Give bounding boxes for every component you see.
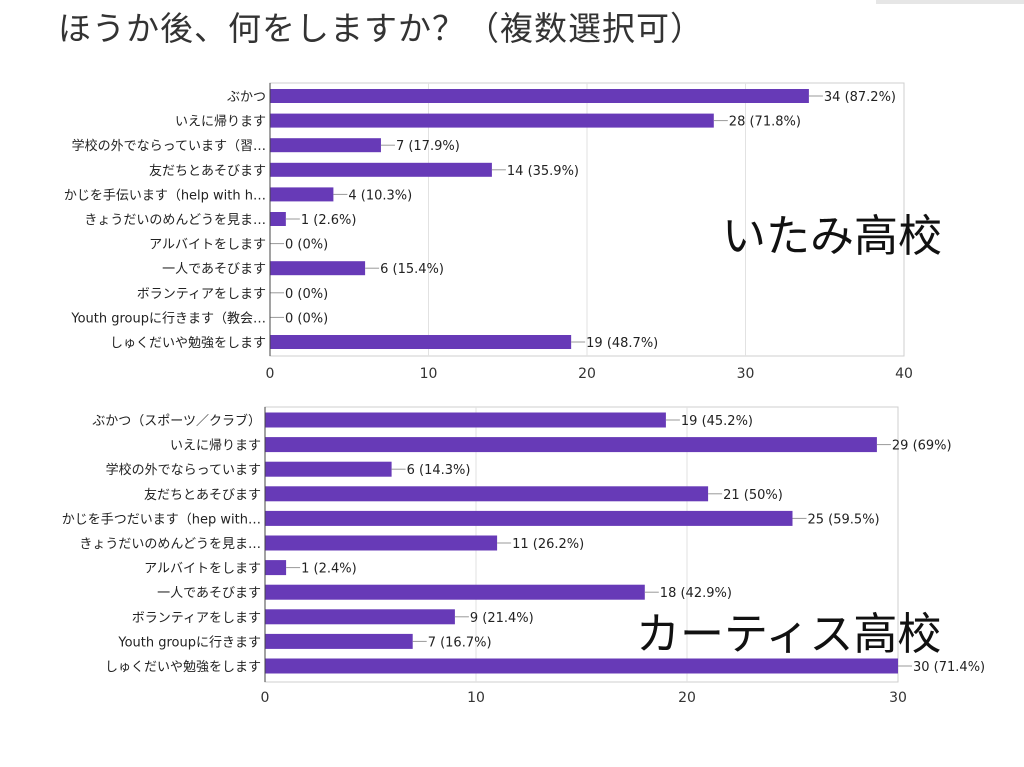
data-label: 30 (71.4%) xyxy=(913,660,985,675)
category-label: ボランティアをします xyxy=(132,611,261,626)
bar xyxy=(265,486,709,502)
x-tick-label: 40 xyxy=(895,366,913,382)
bar xyxy=(265,412,666,428)
school-label-itami: いたみ高校 xyxy=(722,211,942,262)
bar xyxy=(265,535,498,551)
bar xyxy=(265,560,287,576)
bar xyxy=(270,212,286,226)
data-label: 0 (0%) xyxy=(285,238,328,253)
category-label: 学校の外でならっています（習… xyxy=(72,138,266,154)
data-label: 7 (17.9%) xyxy=(396,139,460,154)
data-label: 1 (2.4%) xyxy=(301,562,357,577)
data-label: 29 (69%) xyxy=(892,439,952,454)
category-label: かじを手伝います（help with h… xyxy=(64,188,266,203)
bar xyxy=(270,113,714,128)
data-label: 21 (50%) xyxy=(723,488,783,503)
data-label: 34 (87.2%) xyxy=(824,90,896,105)
data-label: 4 (10.3%) xyxy=(348,188,412,203)
chart-itami: 0 10 20 30 40 ぶかつ 34 (87.2%) いえに帰ります 28 (71.8%) 学… xyxy=(64,82,913,382)
chart-curtis: 0 10 20 30 ぶかつ（スポーツ／クラブ） 19 (45.2%) いえに帰ります 29 … xyxy=(62,406,985,706)
bar xyxy=(265,633,413,649)
bar xyxy=(270,138,381,153)
category-label: しゅくだいや勉強をします xyxy=(110,336,266,351)
category-label: Youth groupに行きます xyxy=(117,635,261,650)
x-tick-label: 10 xyxy=(467,690,485,706)
bar xyxy=(270,89,809,103)
category-label: 友だちとあそびます xyxy=(144,487,261,503)
data-label: 18 (42.9%) xyxy=(660,586,732,601)
category-label: きょうだいのめんどうを見ま… xyxy=(84,213,266,228)
category-label: 学校の外でならっています xyxy=(106,462,261,478)
data-label: 9 (21.4%) xyxy=(470,611,534,626)
category-label: Youth groupに行きます（教会… xyxy=(70,310,266,326)
x-tick-label: 0 xyxy=(266,366,275,382)
page-title: ほうか後、何をしますか？（複数選択可） xyxy=(58,9,704,48)
data-label: 14 (35.9%) xyxy=(507,164,579,179)
data-label: 6 (14.3%) xyxy=(407,463,471,478)
data-label: 1 (2.6%) xyxy=(301,213,357,228)
category-label: ボランティアをします xyxy=(137,287,266,302)
bar xyxy=(270,261,366,276)
data-label: 0 (0%) xyxy=(285,311,328,326)
bar xyxy=(265,658,898,674)
bar xyxy=(265,461,392,477)
x-tick-label: 20 xyxy=(578,366,596,382)
bar xyxy=(270,187,334,202)
x-tick-label: 30 xyxy=(737,366,755,382)
category-label: かじを手つだいます（hep with… xyxy=(62,512,261,527)
bar xyxy=(265,437,877,453)
category-label: アルバイトをします xyxy=(144,562,261,577)
x-tick-label: 10 xyxy=(420,366,438,382)
x-tick-label: 0 xyxy=(261,690,270,706)
category-label: 一人であそびます xyxy=(162,262,266,277)
category-label: ぶかつ xyxy=(227,90,266,105)
bar xyxy=(270,335,572,349)
category-label: 一人であそびます xyxy=(157,586,261,601)
data-label: 19 (45.2%) xyxy=(681,414,753,429)
category-label: 友だちとあそびます xyxy=(149,163,266,179)
top-right-corner-strip xyxy=(876,0,1024,4)
data-label: 28 (71.8%) xyxy=(729,115,801,130)
school-label-curtis: カーティス高校 xyxy=(636,609,942,660)
category-label: いえに帰ります xyxy=(175,114,266,130)
category-label: いえに帰ります xyxy=(170,438,261,454)
x-tick-label: 30 xyxy=(889,690,907,706)
bar xyxy=(265,510,793,526)
data-label: 7 (16.7%) xyxy=(428,635,492,650)
x-tick-label: 20 xyxy=(678,690,696,706)
data-label: 11 (26.2%) xyxy=(512,537,584,552)
data-label: 25 (59.5%) xyxy=(808,512,880,527)
category-label: アルバイトをします xyxy=(149,238,266,253)
category-label: しゅくだいや勉強をします xyxy=(105,660,261,675)
data-label: 6 (15.4%) xyxy=(380,262,444,277)
data-label: 0 (0%) xyxy=(285,287,328,302)
category-label: ぶかつ（スポーツ／クラブ） xyxy=(92,413,261,429)
category-label: きょうだいのめんどうを見ま… xyxy=(79,537,261,552)
bar xyxy=(270,162,492,177)
data-label: 19 (48.7%) xyxy=(586,336,658,351)
bar xyxy=(265,584,645,600)
bar xyxy=(265,609,455,625)
